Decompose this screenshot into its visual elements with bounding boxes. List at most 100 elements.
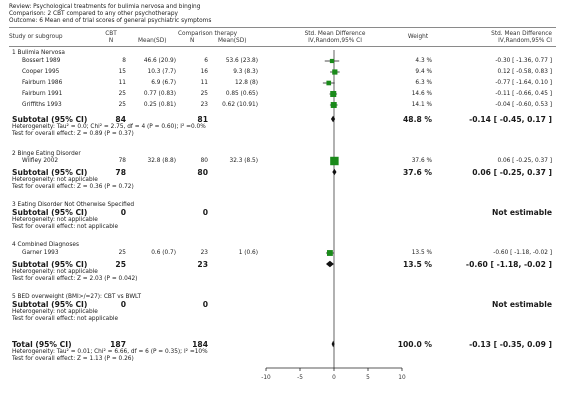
heterogeneity-text: Heterogeneity: not applicable [12,177,98,183]
total-comp-n: 184 [192,340,208,349]
x-axis-tick-label: 5 [366,375,370,381]
study-marker-wilfley-2002 [330,156,339,166]
study-comp-mean: 32.3 (8.5) [229,158,259,164]
col-comparison: Comparison therapy [178,31,238,37]
study-ci: -0.11 [ -0.66, 0.45 ] [495,91,552,97]
study-weight: 9.4 % [415,69,432,75]
heterogeneity-text: Heterogeneity: not applicable [12,217,98,223]
subtotal-weight: 37.6 % [403,168,432,177]
total-label: Total (95% CI) [12,340,72,349]
col-smd2-method: IV,Random,95% CI [498,38,552,44]
study-weight: 14.6 % [411,91,432,97]
subtotal-weight: 48.8 % [403,115,432,124]
study-comp-n: 6 [204,58,208,64]
col-smd: Std. Mean Difference [304,31,366,37]
study-cbt-n: 25 [118,250,126,256]
study-comp-n: 23 [200,250,208,256]
study-comp-mean: 1 (0.6) [238,250,258,256]
overall-effect-text: Test for overall effect: not applicable [12,224,119,230]
study-comp-mean: 0.85 (0.65) [225,91,258,97]
subtotal-ci: Not estimable [492,300,552,309]
group-3-title: 3 Eating Disorder Not Otherwise Specifie… [12,202,135,208]
x-axis-tick-label: 0 [332,375,336,381]
study-cbt-n: 25 [118,91,126,97]
effect-size-marker [326,250,333,256]
col-smd2: Std. Mean Difference [491,31,552,37]
effect-size-marker [330,90,337,98]
study-ci: -0.77 [ -1.64, 0.10 ] [495,80,552,86]
effect-size-marker [330,102,337,108]
subtotal-comp-n: 0 [202,208,208,217]
study-name: Cooper 1995 [22,69,60,75]
study-weight: 37.6 % [411,158,432,164]
study-comp-mean: 53.6 (23.8) [225,58,258,64]
effect-size-marker [329,58,335,64]
overall-effect-text: Test for overall effect: not applicable [12,316,119,322]
study-cbt-mean: 6.9 (6.7) [151,80,176,86]
study-marker-cooper-1995 [330,69,340,75]
group-4-title: 4 Combined Diagnoses [12,242,79,248]
heterogeneity-text: Heterogeneity: not applicable [12,309,98,315]
col-cbt: CBT [105,31,117,37]
study-name: Bossert 1989 [22,58,61,64]
comparison-title: Comparison: 2 CBT compared to any other … [9,11,178,17]
study-marker-fairburn-1991 [329,90,338,98]
subtotal-label: Subtotal (95% CI) [12,208,88,217]
col-cbt-mean: Mean(SD) [138,38,167,44]
study-comp-n: 23 [200,102,208,108]
subtotal-cbt-n: 0 [120,208,126,217]
subtotal-ci: -0.60 [ -1.18, -0.02 ] [465,260,552,269]
header-top-rule [9,27,556,28]
study-name: Fairburn 1991 [22,91,63,97]
subtotal-label: Subtotal (95% CI) [12,115,88,124]
subtotal-ci: Not estimable [492,208,552,217]
study-comp-n: 16 [200,69,208,75]
subtotal-weight: 13.5 % [403,260,432,269]
x-axis-tick-label: 10 [398,375,406,381]
study-cbt-mean: 10.3 (7.7) [147,69,177,75]
study-cbt-mean: 46.6 (20.9) [143,58,176,64]
subtotal-comp-n: 0 [202,300,208,309]
study-ci: -0.04 [ -0.60, 0.53 ] [495,102,552,108]
study-cbt-n: 78 [118,158,126,164]
review-title: Review: Psychological treatments for bul… [9,4,201,10]
study-comp-n: 25 [200,91,208,97]
subtotal-comp-n: 23 [197,260,208,269]
col-smd-method: IV,Random,95% CI [308,38,362,44]
subtotal-2-diamond [332,168,337,176]
subtotal-cbt-n: 25 [115,260,126,269]
subtotal-ci: -0.14 [ -0.45, 0.17 ] [469,115,552,124]
study-weight: 14.1 % [411,102,432,108]
overall-effect-text: Test for overall effect: Z = 0.36 (P = 0… [12,184,134,190]
subtotal-cbt-n: 0 [120,300,126,309]
group-2-title: 2 Binge Eating Disorder [12,151,81,157]
study-cbt-n: 15 [118,69,126,75]
heterogeneity-text: Heterogeneity: Tau² = 0.0; Chi² = 2.75, … [12,124,206,130]
study-comp-n: 80 [200,158,208,164]
study-ci: 0.12 [ -0.58, 0.83 ] [497,69,552,75]
overall-effect-text: Test for overall effect: Z = 0.89 (P = 0… [12,131,134,137]
study-cbt-mean: 32.8 (8.8) [147,158,177,164]
study-cbt-mean: 0.77 (0.83) [143,91,176,97]
subtotal-cbt-n: 78 [115,168,126,177]
col-comp-n: N [190,38,195,44]
subtotal-cbt-n: 84 [115,115,126,124]
study-marker-bossert-1989 [324,58,340,64]
study-comp-n: 11 [200,80,208,86]
study-marker-griffiths-1993 [329,102,338,108]
col-comp-mean: Mean(SD) [218,38,247,44]
group-1-title: 1 Bulimia Nervosa [12,50,65,56]
study-weight: 13.5 % [411,250,432,256]
study-cbt-mean: 0.25 (0.81) [143,102,176,108]
header-bottom-rule [9,46,556,47]
study-name: Wilfley 2002 [22,158,59,164]
subtotal-comp-n: 80 [197,168,208,177]
subtotal-ci: 0.06 [ -0.25, 0.37 ] [472,168,552,177]
study-weight: 6.3 % [415,80,432,86]
total-diamond [331,340,335,348]
study-cbt-n: 25 [118,102,126,108]
study-cbt-n: 8 [122,58,126,64]
effect-size-marker [330,156,339,166]
